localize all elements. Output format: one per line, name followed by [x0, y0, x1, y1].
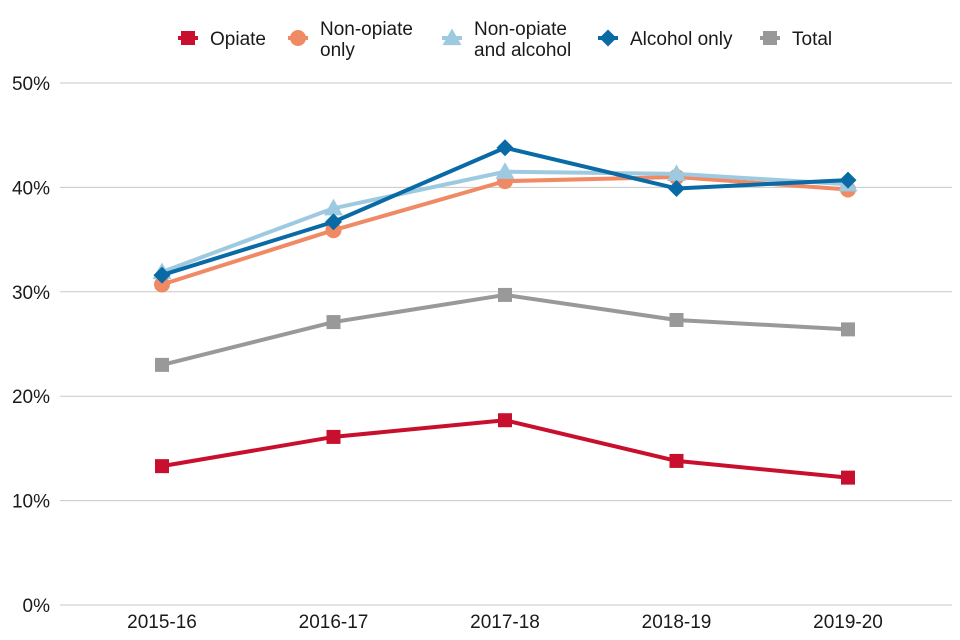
- legend-item-alcohol-only: Alcohol only: [598, 29, 733, 50]
- series-line-non-opiate-only: [160, 174, 850, 287]
- x-tick-label-2018-19: 2018-19: [642, 612, 712, 633]
- legend-item-non-opiate-only: Non-opiate only: [288, 19, 413, 61]
- legend-label-line: and alcohol: [474, 40, 571, 61]
- legend-item-non-opiate-and-alcohol: Non-opiate and alcohol: [442, 19, 571, 61]
- data-point-alcohol-only-2016-17: [325, 213, 342, 231]
- data-point-total-2019-20: [841, 322, 855, 337]
- data-point-alcohol-only-2019-20: [839, 171, 857, 189]
- y-tick-label-10: 10%: [12, 492, 50, 513]
- legend-label-non-opiate-only: Non-opiate only: [320, 19, 413, 61]
- x-tick-label-2019-20: 2019-20: [813, 612, 883, 633]
- legend-label-opiate: Opiate: [210, 29, 266, 50]
- y-tick-label-30: 30%: [12, 283, 50, 304]
- legend-label-line: only: [320, 40, 355, 61]
- data-point-non-opiate-and-alcohol-2017-18: [495, 162, 515, 179]
- legend-label-line: Non-opiate: [474, 19, 567, 40]
- x-tick-label-2015-16: 2015-16: [127, 612, 197, 633]
- data-point-alcohol-only-2017-18: [496, 139, 514, 157]
- legend-item-opiate: Opiate: [178, 29, 266, 50]
- grid-lines: [60, 82, 952, 606]
- legend-label-line: Non-opiate: [320, 19, 413, 40]
- data-point-total-2016-17: [326, 315, 341, 330]
- data-point-opiate-2017-18: [498, 413, 512, 428]
- legend-marker-total: [763, 31, 777, 45]
- data-point-alcohol-only-2015-16: [153, 266, 171, 284]
- data-point-opiate-2018-19: [669, 453, 684, 468]
- data-point-non-opiate-and-alcohol-2018-19: [667, 164, 686, 181]
- y-axis: 0% 10% 20% 30% 40% 50%: [12, 74, 50, 617]
- legend-label-alcohol-only: Alcohol only: [630, 29, 733, 50]
- x-tick-label-2017-18: 2017-18: [470, 612, 540, 633]
- y-tick-label-20: 20%: [12, 387, 50, 408]
- data-point-opiate-2015-16: [155, 459, 169, 474]
- legend-item-total: Total: [760, 29, 832, 50]
- legend-label-non-opiate-and-alcohol: Non-opiate and alcohol: [474, 19, 571, 61]
- data-point-opiate-2016-17: [326, 429, 341, 444]
- data-point-non-opiate-only-2015-16: [154, 276, 170, 293]
- y-tick-label-50: 50%: [12, 74, 50, 95]
- series-opiate: [155, 413, 855, 485]
- legend-marker-non-opiate-only: [290, 30, 306, 46]
- x-axis: 2015-16 2016-17 2017-18 2018-19 2019-20: [127, 612, 883, 633]
- legend-label-total: Total: [792, 29, 832, 50]
- y-tick-label-40: 40%: [12, 178, 50, 199]
- data-point-non-opiate-and-alcohol-2016-17: [324, 198, 343, 216]
- legend-marker-non-opiate-and-alcohol: [442, 28, 462, 46]
- data-point-alcohol-only-2018-19: [668, 179, 685, 197]
- series-line-total: [160, 292, 850, 367]
- y-tick-label-0: 0%: [23, 596, 51, 617]
- data-point-total-2015-16: [155, 357, 169, 372]
- data-point-total-2017-18: [498, 287, 512, 302]
- data-point-total-2018-19: [669, 312, 684, 327]
- series-line-opiate: [160, 418, 850, 480]
- series-group: [152, 139, 858, 485]
- data-point-opiate-2019-20: [841, 470, 855, 485]
- legend-marker-opiate: [181, 31, 195, 45]
- series-total: [155, 287, 855, 372]
- series-alcohol-only: [153, 139, 857, 284]
- legend-marker-alcohol-only: [599, 29, 617, 47]
- x-tick-label-2016-17: 2016-17: [299, 612, 369, 633]
